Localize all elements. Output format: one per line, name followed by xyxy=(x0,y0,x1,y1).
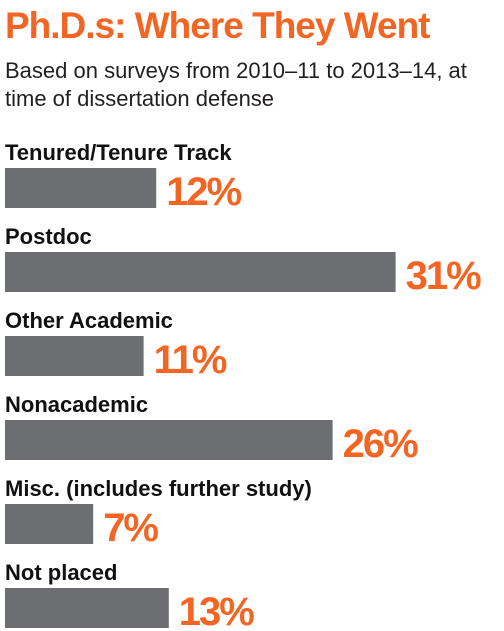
chart-subtitle: Based on surveys from 2010–11 to 2013–14… xyxy=(5,58,467,111)
category-label: Other Academic xyxy=(5,308,173,333)
value-label: 13% xyxy=(179,590,254,631)
category-label: Not placed xyxy=(5,560,117,585)
bar xyxy=(5,336,144,376)
bar xyxy=(5,504,94,544)
bar xyxy=(5,252,396,292)
bar xyxy=(5,168,157,208)
bar xyxy=(5,588,169,628)
category-label: Tenured/Tenure Track xyxy=(5,140,232,165)
category-label: Misc. (includes further study) xyxy=(5,476,312,501)
bar xyxy=(5,420,333,460)
category-label: Nonacademic xyxy=(5,392,148,417)
value-label: 31% xyxy=(406,254,481,298)
category-label: Postdoc xyxy=(5,224,92,249)
value-label: 7% xyxy=(103,506,158,550)
value-label: 26% xyxy=(343,422,418,466)
value-label: 12% xyxy=(166,170,241,214)
chart-title: Ph.D.s: Where They Went xyxy=(5,5,430,46)
value-label: 11% xyxy=(154,338,227,382)
